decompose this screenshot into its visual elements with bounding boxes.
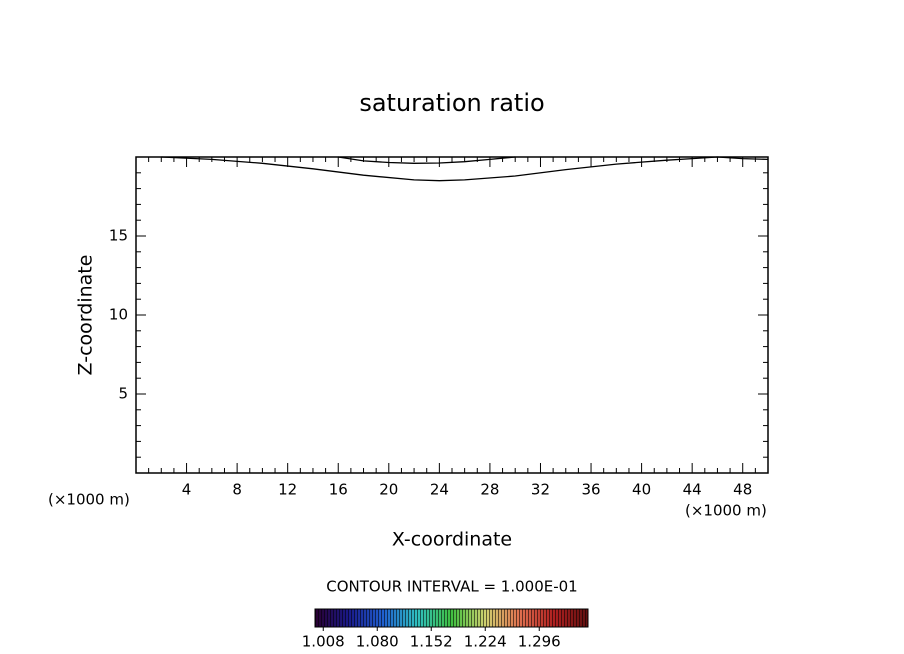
x-tick-label: 44 [683, 481, 702, 499]
x-tick-label: 48 [733, 481, 752, 499]
x-unit-label: (×1000 m) [48, 491, 130, 509]
x-tick-label: 32 [531, 481, 550, 499]
x-unit-label: (×1000 m) [685, 502, 767, 520]
colorbar-frame [314, 608, 589, 628]
x-tick-label: 36 [581, 481, 600, 499]
x-tick-label: 40 [632, 481, 651, 499]
x-tick-label: 8 [232, 481, 242, 499]
y-tick-label: 10 [109, 306, 128, 324]
contour-line [161, 156, 769, 182]
colorbar-tick-label: 1.080 [356, 633, 399, 651]
x-axis-label: X-coordinate [392, 529, 512, 551]
colorbar-tick-label: 1.296 [518, 633, 561, 651]
colorbar-tick-label: 1.224 [464, 633, 507, 651]
contour-interval: CONTOUR INTERVAL = 1.000E-01 [326, 578, 577, 596]
y-tick-label: 15 [109, 227, 128, 245]
x-tick-label: 16 [329, 481, 348, 499]
x-tick-label: 12 [278, 481, 297, 499]
y-tick-label: 5 [118, 385, 128, 403]
x-tick-label: 4 [182, 481, 192, 499]
x-tick-label: 28 [480, 481, 499, 499]
colorbar-tick-label: 1.152 [410, 633, 453, 651]
colorbar-tick-label: 1.008 [302, 633, 345, 651]
x-tick-label: 20 [379, 481, 398, 499]
contour-line [338, 156, 516, 164]
x-tick-label: 24 [430, 481, 449, 499]
chart-title: saturation ratio [359, 89, 544, 117]
y-axis-label: Z-coordinate [75, 255, 97, 376]
plot-frame [135, 156, 769, 474]
